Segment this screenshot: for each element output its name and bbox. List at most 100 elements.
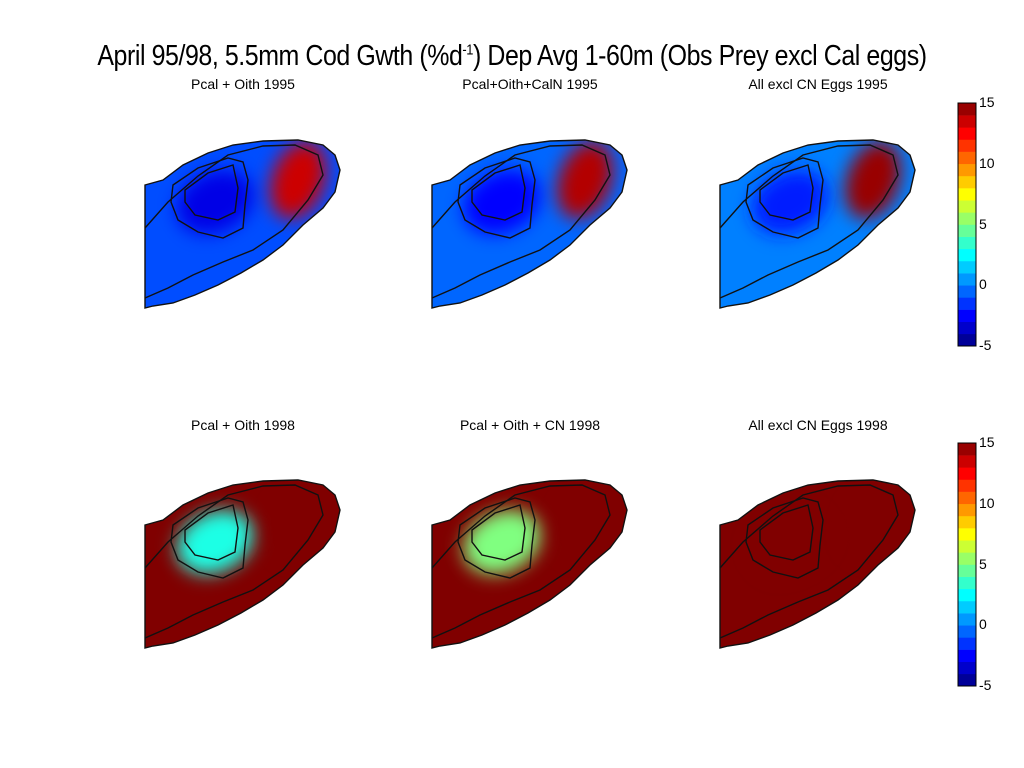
colorbar-level: [958, 127, 976, 140]
colorbar-level: [958, 503, 976, 517]
heatmap-field: [145, 480, 340, 648]
basin-region: [751, 509, 829, 575]
colorbar-level: [958, 285, 976, 298]
heatmap-panel-2: [431, 139, 628, 309]
colorbar-tick-label: -5: [979, 677, 992, 693]
depth-contour: [457, 497, 536, 579]
depth-contour: [471, 504, 526, 561]
colorbar-frame: [957, 442, 977, 687]
depth-contour: [759, 504, 814, 561]
coastline-contour: [144, 479, 341, 649]
colorbar-level: [958, 224, 976, 237]
colorbar-level: [958, 175, 976, 189]
depth-contour: [144, 144, 324, 299]
panel-title-5: Pcal + Oith + CN 1998: [459, 417, 601, 433]
colorbar-tick-label: 10: [979, 154, 995, 171]
heatmap-panel-5: [431, 479, 628, 649]
colorbar-tick-label: 0: [979, 616, 987, 633]
colorbar-level: [958, 613, 976, 626]
panel-title-1: Pcal + Oith 1995: [191, 76, 295, 92]
colorbar-level: [958, 236, 976, 250]
heatmap-field: [432, 480, 627, 648]
heatmap-panel-4: [144, 479, 341, 649]
basin-region: [176, 509, 254, 575]
colorbar-level: [958, 576, 976, 590]
panel-title-2: Pcal+Oith+CalN 1995: [462, 76, 598, 92]
colorbar-level: [958, 588, 976, 602]
colorbar-level: [958, 248, 976, 262]
colorbar-level: [958, 649, 976, 662]
colorbar-level: [958, 139, 976, 152]
basin-region: [176, 169, 254, 235]
heatmap-panel-6: [719, 479, 916, 649]
basin-region: [463, 169, 541, 235]
heatmap-panel-3: [719, 139, 916, 309]
colorbar-level: [958, 333, 976, 347]
colorbar-level: [958, 600, 976, 614]
depth-contour: [471, 164, 526, 221]
colorbar-level: [958, 515, 976, 529]
colorbar-tick-label: 15: [979, 94, 995, 110]
depth-contour: [759, 164, 814, 221]
colorbar-level: [958, 564, 976, 577]
panel-title-6: All excl CN Eggs 1998: [748, 417, 888, 433]
colorbar-level: [958, 637, 976, 650]
colorbar-tick-label: 5: [979, 555, 987, 572]
heatmap-field: [720, 140, 915, 308]
coastline-contour: [144, 139, 341, 309]
bank-edge-region: [844, 141, 902, 219]
bank-edge-region: [269, 481, 327, 559]
colorbar-level: [958, 540, 976, 553]
colorbar-level: [958, 297, 976, 310]
colorbar-tick-label: 5: [979, 215, 987, 232]
colorbar-tick-label: -5: [979, 337, 992, 353]
colorbar-top: 15 10 5 0 -5: [957, 94, 1017, 353]
colorbar-level: [958, 163, 976, 177]
colorbar-frame: [957, 102, 977, 347]
colorbar-tick-label: 15: [979, 434, 995, 450]
colorbar-scale: [957, 442, 977, 687]
basin-region: [751, 169, 829, 235]
colorbar-level: [958, 115, 976, 128]
heatmap-field: [432, 140, 627, 308]
depth-contour: [431, 484, 611, 639]
depth-contour: [719, 484, 899, 639]
bank-edge-region: [556, 141, 614, 219]
depth-contour: [184, 504, 239, 561]
depth-contour: [719, 144, 899, 299]
bank-edge-region: [269, 141, 327, 219]
depth-contour: [170, 497, 249, 579]
basin-region: [463, 509, 541, 575]
colorbar-level: [958, 151, 976, 165]
depth-contour: [745, 157, 824, 239]
colorbar-level: [958, 661, 976, 675]
colorbar-level: [958, 455, 976, 468]
colorbar-level: [958, 625, 976, 638]
coastline-contour: [719, 479, 916, 649]
colorbar-level: [958, 260, 976, 274]
depth-contour: [457, 157, 536, 239]
colorbar-level: [958, 200, 976, 213]
depth-contour: [431, 144, 611, 299]
coastline-contour: [431, 139, 628, 309]
colorbar-level: [958, 321, 976, 335]
colorbar-level: [958, 273, 976, 286]
panel-title-4: Pcal + Oith 1998: [191, 417, 295, 433]
colorbar-level: [958, 491, 976, 505]
depth-contour: [184, 164, 239, 221]
colorbar-level: [958, 467, 976, 480]
panel-title-3: All excl CN Eggs 1995: [748, 76, 888, 92]
colorbar-level: [958, 212, 976, 225]
depth-contour: [745, 497, 824, 579]
depth-contour: [144, 484, 324, 639]
bank-edge-region: [844, 481, 902, 559]
depth-contour: [170, 157, 249, 239]
colorbar-level: [958, 188, 976, 201]
colorbar-scale: [957, 102, 977, 347]
colorbar-level: [958, 673, 976, 687]
coastline-contour: [431, 479, 628, 649]
colorbar-level: [958, 103, 976, 116]
colorbar-tick-label: 10: [979, 494, 995, 511]
heatmap-field: [145, 140, 340, 308]
heatmap-field: [720, 480, 915, 648]
